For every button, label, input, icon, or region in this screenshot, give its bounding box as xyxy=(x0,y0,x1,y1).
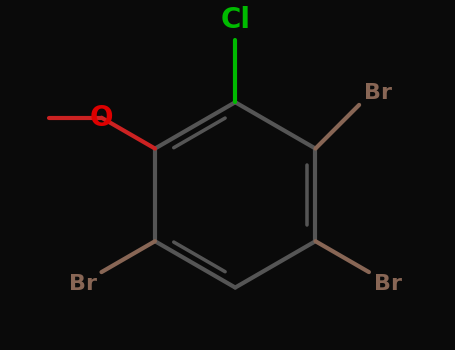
Text: Cl: Cl xyxy=(220,6,250,34)
Text: O: O xyxy=(90,104,113,132)
Text: Br: Br xyxy=(364,83,392,103)
Text: Br: Br xyxy=(69,274,97,294)
Text: Br: Br xyxy=(374,274,402,294)
